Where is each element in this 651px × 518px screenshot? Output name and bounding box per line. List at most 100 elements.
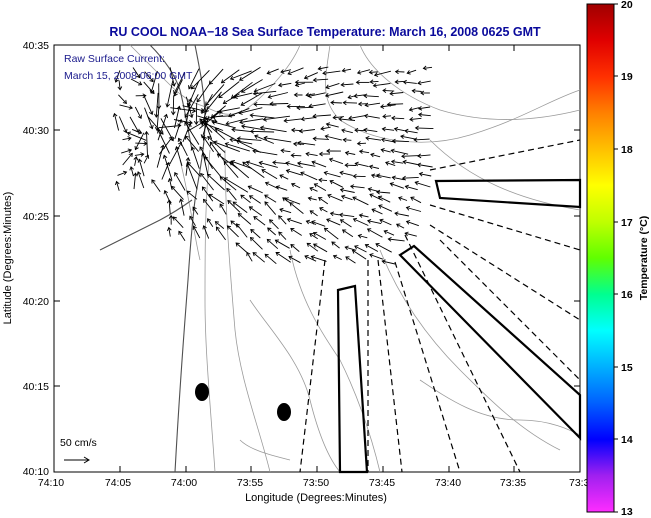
- current-vector-head: [138, 81, 143, 86]
- current-vector: [388, 238, 405, 242]
- current-vector: [311, 221, 326, 227]
- current-vector: [264, 137, 292, 143]
- current-vector-head: [312, 113, 317, 119]
- current-vector-head: [249, 237, 255, 242]
- current-vector: [240, 92, 263, 106]
- current-vector-head: [298, 128, 304, 134]
- current-vector: [186, 98, 192, 121]
- current-vector: [333, 255, 342, 261]
- current-vector: [382, 260, 396, 265]
- current-vector: [341, 83, 354, 86]
- station-dot-west: [195, 383, 209, 401]
- current-vector: [264, 194, 277, 203]
- current-vector-head: [178, 118, 183, 124]
- current-vector-head: [258, 160, 263, 166]
- current-vector: [324, 227, 339, 240]
- current-vector-head: [363, 127, 368, 133]
- current-vector-head: [207, 136, 212, 141]
- current-vector-head: [264, 194, 269, 199]
- current-vector-head: [129, 166, 134, 171]
- current-vector: [402, 176, 419, 179]
- current-vector-head: [133, 156, 139, 161]
- current-vector: [357, 142, 367, 145]
- current-vector: [156, 145, 164, 168]
- current-vector: [254, 135, 274, 144]
- current-vector: [394, 212, 409, 217]
- current-vector: [378, 204, 393, 212]
- current-vector-head: [312, 77, 317, 83]
- current-vector: [365, 244, 379, 252]
- current-vector: [341, 129, 353, 134]
- current-vector: [330, 212, 340, 216]
- current-vector: [189, 216, 196, 227]
- current-vector-head: [246, 251, 251, 257]
- current-vector-head: [144, 154, 150, 159]
- current-vector: [252, 150, 278, 156]
- current-vector-head: [252, 148, 257, 154]
- current-vector-head: [290, 243, 295, 249]
- current-vector: [116, 181, 120, 191]
- current-vector: [138, 159, 145, 177]
- current-vector-head: [342, 100, 347, 106]
- current-vector: [249, 206, 263, 216]
- current-vector-head: [416, 162, 422, 168]
- current-vector-head: [169, 137, 174, 142]
- current-vector: [184, 121, 200, 145]
- current-vector-head: [222, 100, 228, 105]
- current-vector: [246, 252, 253, 262]
- current-vector: [234, 92, 253, 98]
- current-vector: [327, 194, 343, 202]
- current-vector-head: [312, 231, 318, 237]
- current-vector-head: [332, 115, 337, 120]
- current-vector: [309, 210, 318, 217]
- current-vector: [392, 140, 409, 143]
- current-vector-head: [247, 185, 252, 190]
- current-vector: [199, 110, 221, 130]
- current-vector-head: [235, 242, 240, 247]
- current-vector: [333, 116, 344, 119]
- current-vector: [339, 118, 356, 121]
- current-vector: [221, 69, 240, 84]
- x-tick-label: 73:45: [369, 477, 395, 489]
- current-vector: [174, 172, 186, 191]
- current-vector-head: [249, 113, 254, 118]
- current-vector-head: [219, 176, 224, 181]
- current-vector-head: [339, 212, 344, 218]
- current-vector: [290, 228, 302, 236]
- current-vector: [250, 130, 275, 133]
- current-vector-head: [325, 122, 331, 127]
- current-vector: [170, 107, 196, 112]
- current-vector-head: [420, 90, 425, 96]
- current-vector-head: [199, 146, 204, 151]
- current-vector-head: [290, 127, 296, 133]
- current-vector-head: [378, 204, 383, 209]
- current-vector-head: [200, 134, 206, 139]
- current-vector: [241, 125, 266, 131]
- current-vector-head: [261, 169, 266, 174]
- current-vector: [367, 228, 383, 238]
- coastline: [99, 44, 206, 473]
- current-vector: [313, 232, 327, 240]
- current-vector-head: [274, 239, 280, 244]
- current-vector-head: [318, 151, 323, 157]
- current-vector: [122, 137, 131, 141]
- current-vector: [385, 161, 396, 167]
- y-axis: 40:35 40:30 40:25 40:20 40:15 40:10 Lati…: [2, 40, 580, 478]
- current-vector: [331, 241, 340, 249]
- current-vector: [144, 71, 154, 82]
- current-vector: [231, 81, 253, 99]
- current-vector-head: [232, 201, 237, 206]
- current-vector: [156, 108, 160, 131]
- current-vector-head: [338, 116, 343, 122]
- current-vector-head: [296, 161, 302, 166]
- current-vector: [134, 132, 145, 150]
- current-vector: [185, 157, 189, 176]
- current-vector-head: [318, 197, 323, 202]
- current-vector-head: [259, 125, 265, 131]
- current-vector: [318, 197, 329, 205]
- current-vector-head: [355, 80, 360, 85]
- current-vector: [204, 121, 226, 141]
- current-vector-head: [184, 135, 189, 140]
- current-vector: [359, 150, 370, 154]
- current-vector: [231, 160, 252, 169]
